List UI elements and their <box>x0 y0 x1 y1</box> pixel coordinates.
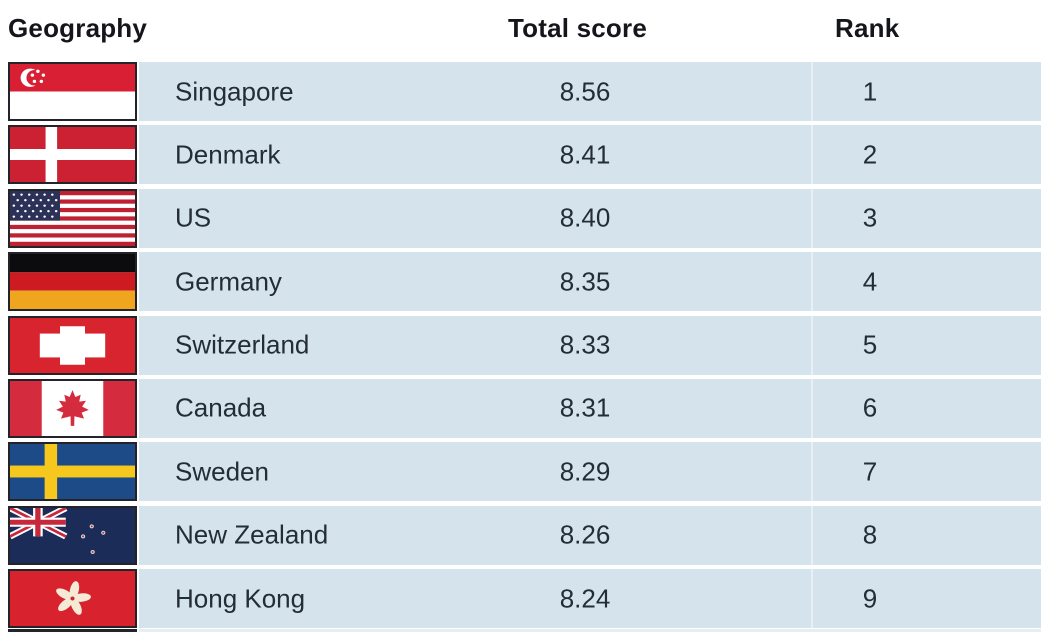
col-header-rank: Rank <box>835 13 900 43</box>
country-name: Germany <box>175 266 282 297</box>
partial-next-row-band <box>139 629 1041 632</box>
row-band: Hong Kong 8.24 9 <box>139 569 1041 629</box>
new-zealand-flag-icon <box>8 505 137 565</box>
table-row: Singapore 8.56 1 <box>0 61 1041 124</box>
row-band: Canada 8.31 6 <box>139 378 1041 438</box>
column-divider <box>811 188 813 248</box>
rank-value: 3 <box>862 202 878 233</box>
table-row: Hong Kong 8.24 9 <box>0 568 1041 631</box>
total-score-value: 8.31 <box>559 392 611 423</box>
switzerland-flag-icon <box>8 315 137 375</box>
column-divider <box>811 569 813 629</box>
row-band: Singapore 8.56 1 <box>139 62 1041 121</box>
col-header-geography: Geography <box>8 13 148 43</box>
rank-value: 5 <box>862 329 878 360</box>
column-divider <box>811 505 813 565</box>
country-name: US <box>175 202 212 233</box>
table-body: Singapore 8.56 1 Denmark 8.41 2 US 8.40 3 Germany… <box>0 61 1041 632</box>
singapore-flag-icon <box>8 62 137 121</box>
country-name: Switzerland <box>175 329 310 360</box>
hong-kong-flag-icon <box>8 569 137 629</box>
canada-flag-icon <box>8 378 137 438</box>
sweden-flag-icon <box>8 442 137 502</box>
row-band: Denmark 8.41 2 <box>139 125 1041 185</box>
table-row: Switzerland 8.33 5 <box>0 315 1041 378</box>
column-divider <box>811 62 813 121</box>
rank-value: 7 <box>862 456 878 487</box>
country-name: New Zealand <box>175 519 329 550</box>
table-row: New Zealand 8.26 8 <box>0 505 1041 568</box>
table-row: Germany 8.35 4 <box>0 251 1041 314</box>
country-name: Denmark <box>175 139 281 170</box>
germany-flag-icon <box>8 252 137 312</box>
table-row: Denmark 8.41 2 <box>0 124 1041 187</box>
total-score-value: 8.26 <box>559 519 611 550</box>
row-band: New Zealand 8.26 8 <box>139 505 1041 565</box>
table-row: Sweden 8.29 7 <box>0 441 1041 504</box>
rank-value: 8 <box>862 519 878 550</box>
country-name: Sweden <box>175 456 269 487</box>
row-band: Sweden 8.29 7 <box>139 442 1041 502</box>
rank-value: 6 <box>862 392 878 423</box>
country-name: Hong Kong <box>175 583 306 614</box>
col-header-total-score: Total score <box>508 13 647 43</box>
total-score-value: 8.24 <box>559 583 611 614</box>
column-divider <box>811 378 813 438</box>
row-band: US 8.40 3 <box>139 188 1041 248</box>
total-score-value: 8.40 <box>559 202 611 233</box>
table-row: US 8.40 3 <box>0 188 1041 251</box>
row-band: Switzerland 8.33 5 <box>139 315 1041 375</box>
column-divider <box>811 125 813 185</box>
total-score-value: 8.33 <box>559 329 611 360</box>
partial-next-flag-icon <box>8 629 137 632</box>
column-divider <box>811 315 813 375</box>
denmark-flag-icon <box>8 125 137 185</box>
total-score-value: 8.35 <box>559 266 611 297</box>
rank-value: 4 <box>862 266 878 297</box>
us-flag-icon <box>8 188 137 248</box>
rank-value: 9 <box>862 583 878 614</box>
table-row: Canada 8.31 6 <box>0 378 1041 441</box>
column-divider <box>811 252 813 312</box>
total-score-value: 8.29 <box>559 456 611 487</box>
total-score-value: 8.56 <box>559 76 611 106</box>
country-name: Canada <box>175 392 267 423</box>
row-band: Germany 8.35 4 <box>139 252 1041 312</box>
column-divider <box>811 442 813 502</box>
rank-value: 2 <box>862 139 878 170</box>
total-score-value: 8.41 <box>559 139 611 170</box>
rank-value: 1 <box>862 76 878 106</box>
country-name: Singapore <box>175 76 294 106</box>
